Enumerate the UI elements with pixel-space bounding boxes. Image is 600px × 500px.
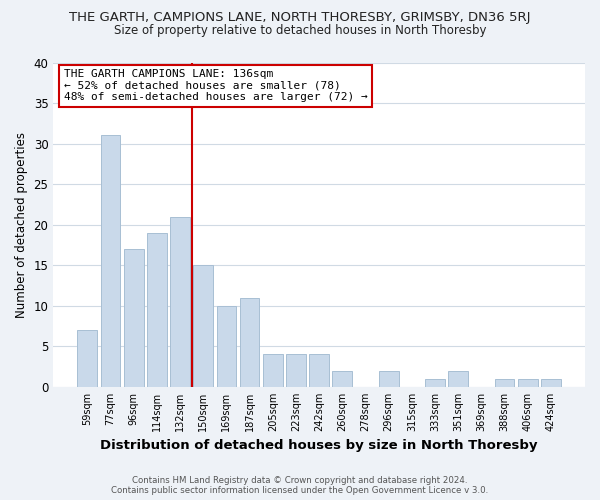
Bar (217, 306, 236, 387)
Y-axis label: Number of detached properties: Number of detached properties (15, 132, 28, 318)
Bar (332, 370, 352, 387)
Bar (495, 379, 514, 387)
Text: THE GARTH CAMPIONS LANE: 136sqm
← 52% of detached houses are smaller (78)
48% of: THE GARTH CAMPIONS LANE: 136sqm ← 52% of… (64, 69, 368, 102)
Text: Contains public sector information licensed under the Open Government Licence v : Contains public sector information licen… (112, 486, 488, 495)
Bar (541, 379, 561, 387)
Bar (77, 330, 97, 387)
X-axis label: Distribution of detached houses by size in North Thoresby: Distribution of detached houses by size … (100, 440, 538, 452)
Text: Contains HM Land Registry data © Crown copyright and database right 2024.: Contains HM Land Registry data © Crown c… (132, 476, 468, 485)
Bar (286, 354, 306, 387)
Bar (124, 249, 143, 387)
Bar (309, 354, 329, 387)
Bar (518, 379, 538, 387)
Bar (170, 216, 190, 387)
Text: Size of property relative to detached houses in North Thoresby: Size of property relative to detached ho… (114, 24, 486, 37)
Bar (425, 379, 445, 387)
Bar (193, 266, 213, 387)
Bar (101, 136, 121, 387)
Bar (147, 233, 167, 387)
Bar (263, 354, 283, 387)
Bar (379, 370, 398, 387)
Bar (240, 298, 259, 387)
Text: THE GARTH, CAMPIONS LANE, NORTH THORESBY, GRIMSBY, DN36 5RJ: THE GARTH, CAMPIONS LANE, NORTH THORESBY… (69, 11, 531, 24)
Bar (448, 370, 468, 387)
